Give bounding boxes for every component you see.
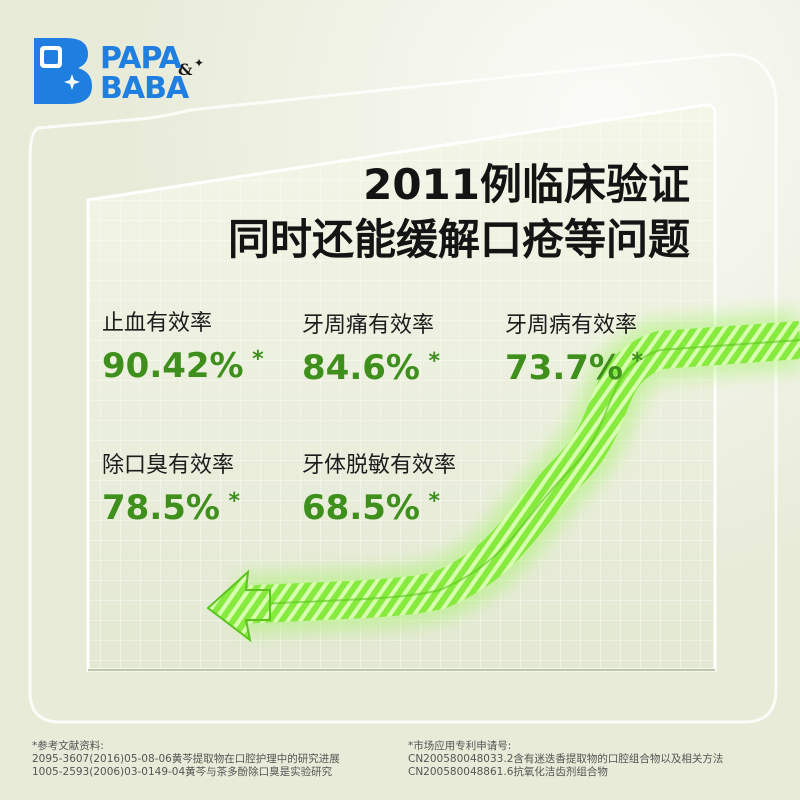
- stat-number: 68.5%: [302, 488, 420, 528]
- stat-number: 78.5%: [102, 488, 220, 528]
- footnote-mark: *: [428, 489, 440, 514]
- reference-item: 2095-3607(2016)05-08-06黄芩提取物在口腔护理中的研究进展: [32, 753, 340, 765]
- stat-periodontal-pain: 牙周痛有效率 84.6% *: [302, 312, 440, 390]
- stat-desensitization: 牙体脱敏有效率 68.5% *: [302, 452, 456, 530]
- stat-label: 牙体脱敏有效率: [302, 453, 457, 478]
- logo-ampersand: &: [178, 60, 193, 79]
- stat-value: 90.42% *: [102, 344, 264, 388]
- footnote-mark: *: [252, 347, 264, 372]
- stat-value: 78.5% *: [102, 486, 240, 530]
- references-literature: *参考文献资料: 2095-3607(2016)05-08-06黄芩提取物在口腔…: [32, 740, 340, 779]
- logo-text-line1: PAPA: [100, 41, 182, 76]
- stat-number: 84.6%: [302, 348, 420, 388]
- brand-logo: [32, 34, 207, 106]
- headline-line1: 2011例临床验证: [363, 160, 690, 209]
- footnote-mark: *: [631, 349, 643, 374]
- stat-value: 84.6% *: [302, 346, 440, 390]
- headline-line2: 同时还能缓解口疮等问题: [227, 215, 690, 264]
- stat-number: 90.42%: [102, 346, 244, 386]
- sparkle-icon: ✦: [194, 56, 205, 70]
- glass-card-outline: [28, 53, 778, 724]
- stat-label: 除口臭有效率: [102, 453, 235, 478]
- references-title: *参考文献资料:: [32, 740, 104, 752]
- footnote-mark: *: [228, 489, 240, 514]
- stat-hemostasis: 止血有效率 90.42% *: [102, 310, 264, 388]
- references-title: *市场应用专利申请号:: [408, 740, 512, 752]
- references-patents: *市场应用专利申请号: CN200580048033.2含有迷迭香提取物的口腔组…: [408, 740, 723, 779]
- logo-text-line2: BABA: [100, 71, 189, 106]
- stat-periodontal-disease: 牙周病有效率 73.7% *: [505, 312, 643, 390]
- arrow-head: [206, 569, 271, 643]
- stat-label: 止血有效率: [102, 311, 213, 336]
- stat-value: 73.7% *: [505, 346, 643, 390]
- reference-item: CN200580048861.6抗氧化洁齿剂组合物: [408, 766, 608, 778]
- stat-label: 牙周痛有效率: [302, 313, 435, 338]
- stat-value: 68.5% *: [302, 486, 440, 530]
- footnote-mark: *: [428, 349, 440, 374]
- reference-item: CN200580048033.2含有迷迭香提取物的口腔组合物以及相关方法: [408, 753, 724, 765]
- stat-number: 73.7%: [505, 348, 623, 388]
- stat-label: 牙周病有效率: [505, 313, 638, 338]
- reference-item: 1005-2593(2006)03-0149-04黄芩与茶多酚除口臭是实验研究: [32, 766, 333, 778]
- stat-bad-breath: 除口臭有效率 78.5% *: [102, 452, 240, 530]
- logo-mark-icon: [34, 38, 92, 104]
